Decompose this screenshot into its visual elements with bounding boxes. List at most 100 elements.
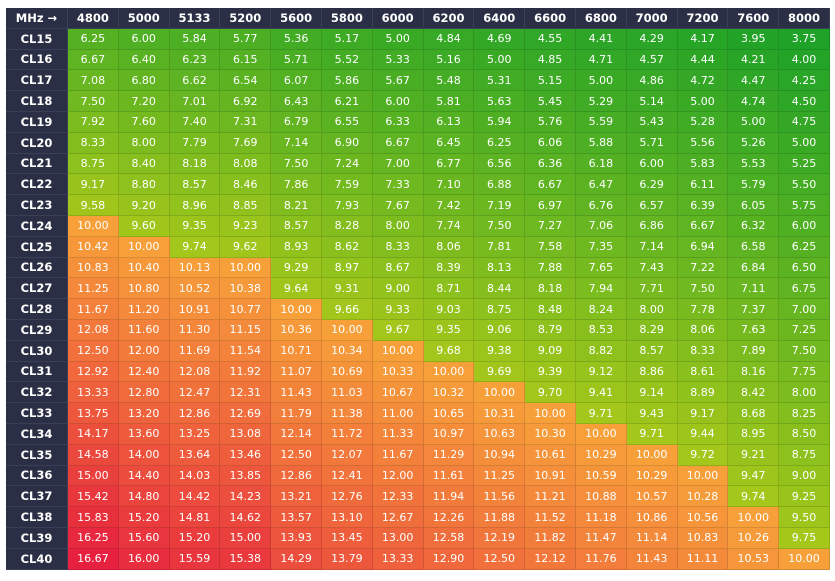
latency-cell: 5.00: [372, 28, 424, 50]
latency-cell: 5.45: [525, 91, 576, 112]
column-header: 7200: [677, 8, 729, 29]
latency-cell: 8.13: [474, 257, 526, 279]
row-header: CL23: [6, 195, 68, 216]
latency-cell: 11.67: [372, 444, 424, 466]
latency-cell: 6.07: [271, 70, 322, 92]
latency-cell: 9.35: [169, 215, 221, 237]
row-header: CL27: [6, 278, 68, 300]
row-header: CL22: [6, 174, 68, 196]
latency-cell: 10.71: [271, 340, 322, 362]
latency-cell: 11.43: [626, 548, 678, 570]
latency-cell: 13.60: [118, 423, 170, 445]
latency-cell: 15.38: [220, 548, 272, 570]
latency-cell: 7.14: [271, 132, 322, 154]
latency-cell: 6.05: [728, 195, 780, 216]
latency-cell: 11.21: [525, 486, 576, 508]
latency-cell: 14.23: [220, 486, 272, 508]
latency-cell: 9.39: [525, 361, 576, 383]
latency-cell: 10.28: [677, 486, 729, 508]
latency-cell: 9.66: [321, 299, 373, 320]
latency-cell: 12.50: [68, 340, 119, 362]
latency-cell: 7.78: [677, 299, 729, 320]
latency-cell: 6.36: [525, 153, 576, 175]
row-header: CL33: [6, 403, 68, 424]
latency-cell: 11.94: [423, 486, 475, 508]
latency-cell: 7.25: [779, 319, 830, 341]
latency-cell: 10.00: [118, 236, 170, 258]
latency-cell: 8.00: [118, 132, 170, 154]
latency-cell: 7.63: [728, 319, 780, 341]
latency-cell: 7.81: [474, 236, 526, 258]
latency-cell: 16.25: [68, 527, 119, 549]
latency-cell: 8.96: [169, 195, 221, 216]
latency-cell: 5.14: [626, 91, 678, 112]
latency-cell: 5.31: [474, 70, 526, 92]
latency-cell: 10.97: [423, 423, 475, 445]
latency-cell: 13.21: [271, 486, 322, 508]
latency-cell: 6.92: [220, 91, 272, 112]
latency-cell: 9.29: [271, 257, 322, 279]
latency-cell: 7.11: [728, 278, 780, 300]
latency-cell: 9.71: [575, 403, 627, 424]
latency-cell: 12.86: [271, 465, 322, 487]
latency-cell: 13.33: [68, 382, 119, 404]
latency-cell: 4.21: [728, 49, 780, 71]
latency-cell: 10.53: [728, 548, 780, 570]
latency-cell: 10.00: [423, 361, 475, 383]
latency-cell: 8.46: [220, 174, 272, 196]
latency-cell: 9.38: [474, 340, 526, 362]
latency-cell: 6.47: [575, 174, 627, 196]
latency-cell: 5.79: [728, 174, 780, 196]
row-header: CL37: [6, 486, 68, 508]
latency-cell: 10.13: [169, 257, 221, 279]
row-header: CL40: [6, 548, 68, 570]
latency-cell: 15.00: [220, 527, 272, 549]
latency-cell: 14.81: [169, 507, 221, 528]
latency-cell: 12.07: [321, 444, 373, 466]
latency-cell: 9.74: [728, 486, 780, 508]
latency-cell: 12.69: [220, 403, 272, 424]
latency-cell: 7.79: [169, 132, 221, 154]
latency-cell: 11.67: [68, 299, 119, 320]
latency-cell: 5.56: [677, 132, 729, 154]
latency-cell: 15.42: [68, 486, 119, 508]
latency-cell: 5.17: [321, 28, 373, 50]
latency-cell: 13.33: [372, 548, 424, 570]
latency-cell: 10.42: [68, 236, 119, 258]
latency-cell: 14.00: [118, 444, 170, 466]
latency-cell: 6.86: [626, 215, 678, 237]
latency-cell: 9.68: [423, 340, 475, 362]
latency-cell: 10.00: [779, 548, 830, 570]
latency-cell: 11.82: [525, 527, 576, 549]
latency-cell: 6.21: [321, 91, 373, 112]
latency-cell: 5.83: [677, 153, 729, 175]
latency-cell: 9.00: [779, 465, 830, 487]
latency-cell: 8.48: [525, 299, 576, 320]
latency-cell: 6.94: [677, 236, 729, 258]
latency-cell: 7.06: [575, 215, 627, 237]
latency-cell: 4.47: [728, 70, 780, 92]
latency-cell: 11.92: [220, 361, 272, 383]
latency-cell: 9.17: [68, 174, 119, 196]
latency-cell: 4.25: [779, 70, 830, 92]
latency-cell: 12.80: [118, 382, 170, 404]
latency-cell: 16.67: [68, 548, 119, 570]
latency-cell: 10.30: [525, 423, 576, 445]
latency-cell: 8.33: [677, 340, 729, 362]
row-header: CL16: [6, 49, 68, 71]
row-header: CL28: [6, 299, 68, 320]
latency-cell: 13.20: [118, 403, 170, 424]
row-header: CL30: [6, 340, 68, 362]
row-header: CL38: [6, 507, 68, 528]
latency-cell: 5.77: [220, 28, 272, 50]
latency-cell: 7.75: [779, 361, 830, 383]
latency-cell: 4.69: [474, 28, 526, 50]
latency-cell: 11.25: [68, 278, 119, 300]
latency-cell: 5.28: [677, 111, 729, 133]
latency-cell: 7.22: [677, 257, 729, 279]
latency-cell: 8.08: [220, 153, 272, 175]
latency-cell: 10.00: [677, 465, 729, 487]
latency-cell: 12.31: [220, 382, 272, 404]
latency-cell: 10.00: [271, 299, 322, 320]
